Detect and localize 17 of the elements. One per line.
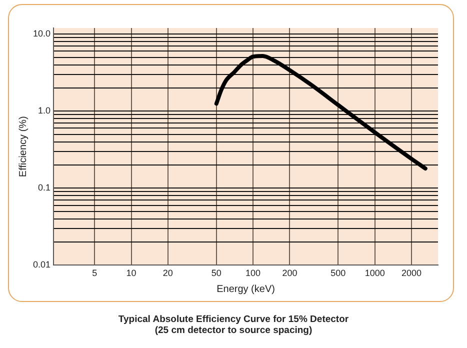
x-tick-label: 500 [330,268,346,278]
text: (25 cm detector to source spacing) [154,325,314,336]
y-tick-label: 10.0 [32,28,51,39]
y-axis-title: Efficiency (%) [18,116,29,178]
x-tick-label: 50 [211,268,222,278]
x-tick-label: 100 [246,268,261,278]
x-axis-title: Energy (keV) [216,284,275,295]
y-tick-label: 0.1 [38,182,51,193]
y-tick-label: 0.01 [32,260,51,270]
text: Typical Absolute Efficiency Curve for 15% Detector [117,314,350,325]
x-tick-label: 2000 [401,268,422,278]
x-tick-label: 10 [126,268,136,278]
x-tick-label: 200 [282,268,298,278]
x-tick-label: 5 [92,268,98,278]
x-tick-label: 1000 [364,268,385,278]
x-tick-label: 20 [162,268,173,278]
y-tick-label: 1.0 [38,106,51,116]
